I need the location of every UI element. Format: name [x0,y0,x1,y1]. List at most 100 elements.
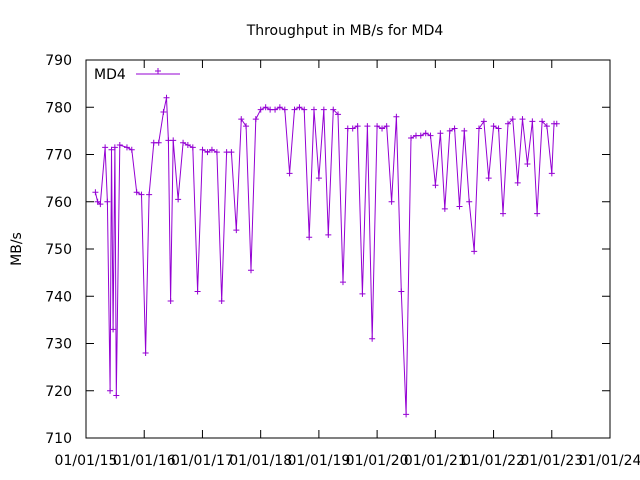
data-point-marker [490,123,497,130]
chart-title: Throughput in MB/s for MD4 [246,23,444,39]
data-point-marker [102,144,109,151]
legend-label: MD4 [94,67,126,83]
data-point-marker [417,132,424,139]
data-point-marker [104,198,111,205]
data-point-marker [529,118,536,125]
data-point-marker [92,189,99,196]
data-point-marker [170,137,177,144]
data-point-marker [296,104,303,111]
data-point-marker [306,234,313,241]
data-point-marker [107,387,114,394]
data-point-marker [272,106,279,113]
data-point-marker [113,392,120,399]
data-point-marker [204,149,211,156]
data-point-marker [548,170,555,177]
y-tick-label: 740 [45,289,72,305]
data-point-marker [539,118,546,125]
data-point-marker [116,142,123,149]
x-axis: 01/01/1501/01/1601/01/1701/01/1801/01/19… [55,60,640,469]
x-tick-label: 01/01/21 [404,453,467,469]
data-point-marker [456,203,463,210]
data-point-marker [374,123,381,130]
data-point-marker [247,267,254,274]
x-tick-label: 01/01/19 [287,453,350,469]
legend: MD4 [94,67,180,83]
data-point-marker [315,175,322,182]
data-point-marker [422,130,429,137]
data-point-marker [160,108,167,115]
data-point-marker [524,160,531,167]
data-point-marker [108,146,115,153]
data-point-marker [276,104,283,111]
data-point-marker [359,290,366,297]
x-tick-label: 01/01/20 [346,453,409,469]
data-point-marker [364,123,371,130]
data-point-marker [155,139,162,146]
data-point-marker [475,125,482,132]
data-point-marker [262,104,269,111]
data-point-marker [138,191,145,198]
x-tick-label: 01/01/18 [229,453,292,469]
y-tick-label: 760 [45,195,72,211]
data-point-marker [233,227,240,234]
y-tick-label: 730 [45,337,72,353]
x-tick-label: 01/01/15 [55,453,118,469]
y-tick-label: 790 [45,53,72,69]
data-point-marker [228,149,235,156]
series-line [94,97,557,415]
data-point-marker [111,144,118,151]
y-tick-label: 720 [45,384,72,400]
data-point-marker [446,127,453,134]
data-point-marker [213,149,220,156]
data-point-marker [403,411,410,418]
data-point-marker [432,182,439,189]
data-point-marker [238,116,245,123]
data-point-marker [128,146,135,153]
data-point-marker [133,189,140,196]
data-point-marker [167,297,174,304]
data-point-marker [252,116,259,123]
y-tick-label: 770 [45,148,72,164]
data-point-marker [199,146,206,153]
data-point-marker [320,106,327,113]
data-point-marker [480,118,487,125]
x-tick-label: 01/01/24 [579,453,640,469]
data-point-marker [543,123,550,130]
data-point-marker [408,134,415,141]
data-point-marker [553,120,560,127]
data-point-marker [514,179,521,186]
data-point-marker [175,196,182,203]
data-point-marker [519,116,526,123]
data-point-marker [383,123,390,130]
data-point-marker [291,106,298,113]
data-point-marker [180,139,187,146]
y-tick-label: 780 [45,100,72,116]
data-point-marker [189,144,196,151]
data-point-marker [218,297,225,304]
y-axis: 710 720 730 740 750 760 770 780 790 [45,53,610,447]
data-point-marker [437,130,444,137]
plot-frame [85,59,611,439]
data-point-marker [194,288,201,295]
data-point-marker [146,191,153,198]
data-point-marker [208,146,215,153]
data-point-marker [398,288,405,295]
data-point-marker [330,106,337,113]
data-point-marker [349,125,356,132]
data-point-marker [451,125,458,132]
y-tick-label: 710 [45,431,72,447]
data-point-marker [123,144,130,151]
data-point-marker [495,125,502,132]
data-point-marker [466,198,473,205]
data-point-marker [335,111,342,118]
data-point-marker [471,248,478,255]
data-point-marker [354,123,361,130]
data-point-marker [163,94,170,101]
data-point-marker [110,326,117,333]
y-axis-label: MB/s [9,232,25,266]
data-point-marker [339,279,346,286]
data-point-marker [427,132,434,139]
data-point-marker [97,201,104,208]
data-point-marker [369,335,376,342]
